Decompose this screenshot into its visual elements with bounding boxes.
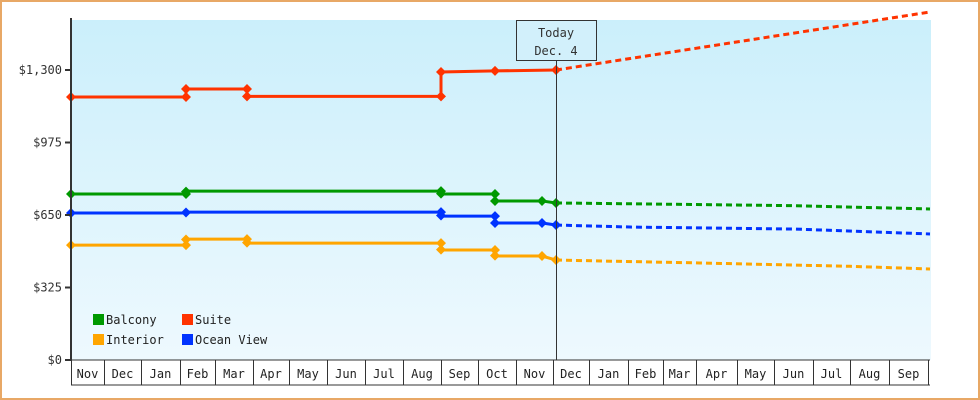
x-month-label: Feb (635, 367, 657, 381)
today-date: Dec. 4 (534, 44, 577, 58)
data-point-marker (537, 218, 547, 229)
legend-item-balcony: Balcony (93, 313, 157, 327)
y-tick-label: $650 (33, 208, 62, 222)
series-ocean-view (66, 207, 931, 236)
data-point-marker (537, 251, 547, 262)
x-month-label: Sep (898, 367, 920, 381)
legend-swatch (182, 314, 193, 325)
data-point-marker (436, 210, 446, 221)
x-month-label: Nov (524, 367, 546, 381)
legend-label: Suite (195, 313, 231, 327)
legend-swatch (182, 334, 193, 345)
x-month-label: Apr (706, 367, 728, 381)
data-point-marker (537, 195, 547, 206)
x-month-label: Jun (783, 367, 805, 381)
x-month-label: May (745, 367, 767, 381)
legend-swatch (93, 334, 104, 345)
data-point-marker (242, 237, 252, 248)
x-month-label: Nov (77, 367, 99, 381)
x-month-label: Jul (373, 367, 395, 381)
data-point-marker (242, 91, 252, 102)
data-point-marker (490, 189, 500, 200)
x-month-label: Aug (859, 367, 881, 381)
legend-label: Interior (106, 333, 164, 347)
series-interior (66, 234, 931, 271)
x-month-label: Sep (449, 367, 471, 381)
x-month-label: Jul (821, 367, 843, 381)
data-point-marker (490, 245, 500, 256)
y-tick-label: $1,300 (19, 63, 62, 77)
x-month-label: Apr (260, 367, 282, 381)
data-point-marker (436, 91, 446, 102)
data-point-marker (490, 195, 500, 206)
series-layer (66, 10, 931, 271)
data-point-marker (490, 211, 500, 222)
x-month-label: Aug (411, 367, 433, 381)
data-point-marker (490, 250, 500, 261)
legend-item-ocean-view: Ocean View (182, 333, 268, 347)
y-tick-label: $0 (48, 353, 62, 367)
legend-swatch (93, 314, 104, 325)
data-point-marker (436, 67, 446, 78)
x-month-label: Oct (486, 367, 508, 381)
forecast-line (555, 201, 931, 211)
data-point-marker (181, 186, 191, 197)
legend-item-interior: Interior (93, 333, 164, 347)
data-point-marker (490, 65, 500, 76)
data-point-marker (181, 240, 191, 251)
today-label-box (516, 20, 597, 61)
y-tick-label: $325 (33, 281, 62, 295)
legend-label: Balcony (106, 313, 157, 327)
x-month-label: Feb (187, 367, 209, 381)
forecast-line (555, 10, 931, 72)
axes: $0 $325 $650 $975 $1,300 Nov Dec Jan Feb Mar Apr Ma… (19, 18, 930, 386)
data-point-marker (181, 234, 191, 245)
data-point-marker (181, 207, 191, 218)
data-point-marker (242, 83, 252, 94)
x-month-label: May (297, 367, 319, 381)
today-label: Today (538, 26, 574, 40)
x-month-label: Dec (560, 367, 582, 381)
legend-label: Ocean View (195, 333, 268, 347)
today-marker: Today Dec. 4 (516, 20, 597, 360)
legend: Balcony Suite Interior Ocean View (93, 313, 268, 347)
data-point-marker (436, 238, 446, 249)
x-month-label: Jan (598, 367, 620, 381)
data-point-marker (181, 83, 191, 94)
data-point-marker (436, 188, 446, 199)
forecast-line (555, 258, 931, 271)
x-month-label: Mar (223, 367, 245, 381)
data-point-marker (436, 244, 446, 255)
data-point-marker (490, 218, 500, 229)
legend-item-suite: Suite (182, 313, 231, 327)
x-month-label: Jan (150, 367, 172, 381)
y-tick-label: $975 (33, 136, 62, 150)
series-suite (66, 10, 931, 102)
data-point-marker (181, 91, 191, 102)
x-month-label: Mar (669, 367, 691, 381)
x-month-label: Dec (112, 367, 134, 381)
x-month-label: Jun (335, 367, 357, 381)
